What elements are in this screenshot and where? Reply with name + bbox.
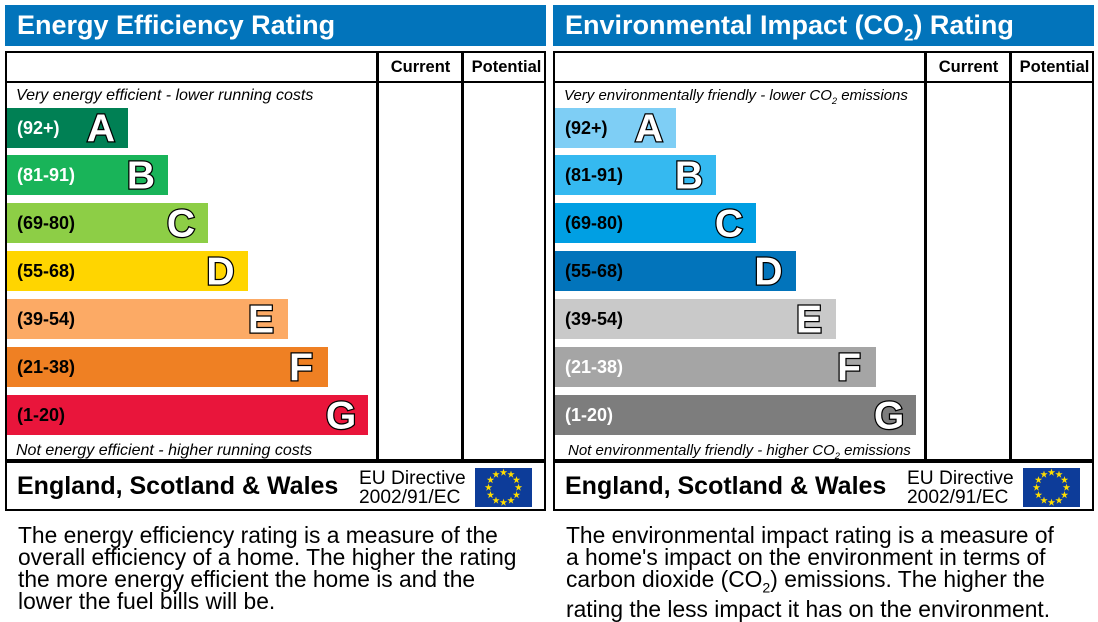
svg-text:B: B (127, 155, 155, 195)
svg-text:G: G (326, 395, 356, 435)
svg-text:E: E (248, 299, 274, 339)
svg-text:C: C (715, 203, 743, 243)
svg-text:G: G (874, 395, 904, 435)
svg-text:D: D (754, 251, 782, 291)
svg-text:A: A (87, 108, 115, 148)
svg-text:F: F (289, 347, 313, 387)
svg-text:A: A (635, 108, 663, 148)
svg-text:B: B (675, 155, 703, 195)
svg-text:F: F (837, 347, 861, 387)
svg-text:E: E (796, 299, 822, 339)
svg-text:C: C (167, 203, 195, 243)
svg-text:D: D (206, 251, 234, 291)
